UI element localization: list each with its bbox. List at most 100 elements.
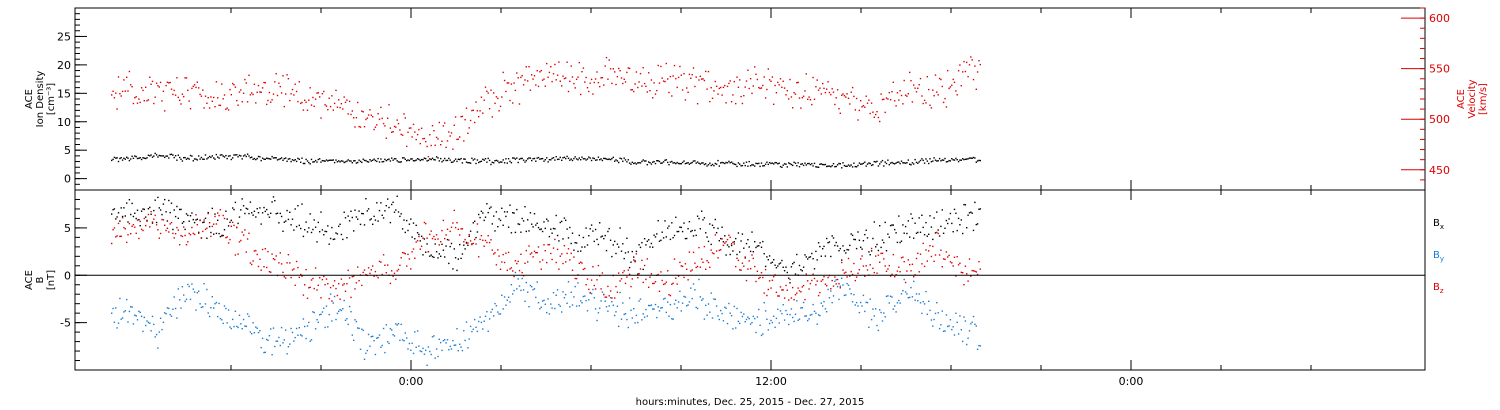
data-point <box>661 231 663 233</box>
data-point <box>453 209 455 212</box>
data-point <box>225 154 227 157</box>
data-point <box>605 249 608 252</box>
data-point <box>198 232 200 234</box>
data-point <box>932 245 934 248</box>
data-point <box>763 76 765 78</box>
data-point <box>429 158 431 160</box>
data-point <box>461 162 464 164</box>
data-point <box>650 79 653 81</box>
data-point <box>853 262 855 265</box>
data-point <box>343 161 345 164</box>
data-point <box>892 253 894 256</box>
data-point <box>594 159 597 161</box>
data-point <box>817 166 820 168</box>
data-point <box>739 79 741 81</box>
data-point <box>140 158 143 161</box>
data-point <box>593 297 595 299</box>
data-point <box>885 250 888 252</box>
data-point <box>936 231 938 234</box>
data-point <box>633 259 635 261</box>
data-point <box>246 313 249 315</box>
data-point <box>616 160 619 162</box>
data-point <box>366 117 368 119</box>
data-point <box>657 64 659 67</box>
data-point <box>684 237 687 240</box>
data-point <box>777 163 779 165</box>
data-point <box>389 221 392 224</box>
data-point <box>616 305 619 307</box>
data-point <box>551 80 553 83</box>
data-point <box>898 99 900 101</box>
data-point <box>880 93 882 95</box>
data-point <box>760 87 763 89</box>
data-point <box>423 221 426 224</box>
data-point <box>532 289 534 291</box>
data-point <box>802 95 805 97</box>
data-point <box>251 156 253 158</box>
data-point <box>652 97 654 99</box>
data-point <box>566 155 568 158</box>
data-point <box>620 318 623 320</box>
data-point <box>259 207 261 209</box>
data-point <box>661 279 663 282</box>
data-point <box>146 100 148 102</box>
data-point <box>426 364 428 366</box>
data-point <box>362 158 364 160</box>
data-point <box>609 297 612 299</box>
data-point <box>827 81 829 83</box>
data-point <box>198 231 200 234</box>
data-point <box>755 246 757 249</box>
data-point <box>132 323 135 325</box>
data-point <box>444 157 446 160</box>
data-point <box>260 223 262 225</box>
data-point <box>270 158 272 160</box>
data-point <box>835 165 837 168</box>
data-point <box>380 158 382 160</box>
data-point <box>234 86 237 88</box>
data-point <box>630 89 632 91</box>
data-point <box>333 280 336 282</box>
data-point <box>244 212 246 215</box>
data-point <box>880 161 882 163</box>
data-point <box>317 158 319 161</box>
data-point <box>964 320 967 322</box>
data-point <box>797 81 799 84</box>
data-point <box>945 251 948 253</box>
data-point <box>875 113 877 116</box>
data-point <box>755 280 757 283</box>
data-point <box>208 222 211 224</box>
data-point <box>805 273 807 275</box>
data-point <box>297 100 299 103</box>
data-point <box>159 232 162 235</box>
data-point <box>131 225 133 227</box>
data-point <box>233 154 235 156</box>
data-point <box>832 237 835 239</box>
data-point <box>244 154 246 156</box>
data-point <box>378 260 381 263</box>
data-point <box>808 256 810 259</box>
data-point <box>694 289 696 291</box>
data-point <box>832 295 835 297</box>
data-point <box>283 221 285 223</box>
data-point <box>584 158 586 160</box>
data-point <box>575 242 578 244</box>
data-point <box>741 164 744 167</box>
data-point <box>923 303 926 305</box>
data-point <box>881 252 884 254</box>
data-point <box>346 99 348 101</box>
data-point <box>227 225 230 227</box>
data-point <box>779 78 782 80</box>
data-point <box>162 321 165 323</box>
data-point <box>633 162 635 165</box>
data-point <box>528 230 530 232</box>
data-point <box>261 157 264 159</box>
data-point <box>184 156 186 159</box>
data-point <box>566 61 568 63</box>
data-point <box>857 164 859 167</box>
data-point <box>895 274 897 276</box>
data-point <box>411 342 413 344</box>
data-point <box>241 328 243 330</box>
data-point <box>135 315 137 317</box>
data-point <box>933 95 935 97</box>
data-point <box>369 109 371 111</box>
